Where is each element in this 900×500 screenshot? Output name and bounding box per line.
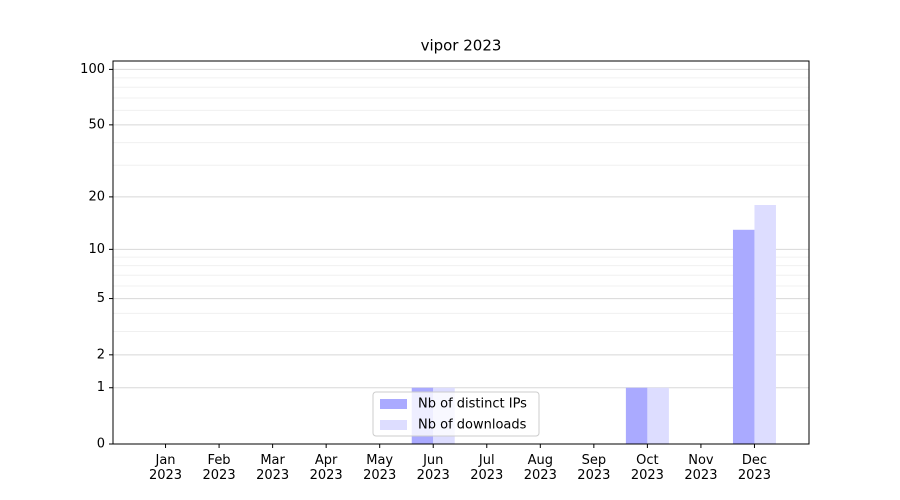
x-tick-label: Jan 2023	[148, 453, 183, 483]
y-tick-label: 5	[97, 291, 105, 306]
x-tick-label: May 2023	[363, 453, 397, 483]
chart-title: vipor 2023	[421, 37, 502, 55]
y-tick-label: 1	[97, 380, 105, 395]
x-tick-label: Dec 2023	[737, 453, 771, 483]
bar	[647, 387, 669, 444]
bar	[754, 205, 776, 444]
x-tick-label: Jul 2023	[470, 453, 504, 483]
x-tick-label: Sep 2023	[577, 453, 611, 483]
legend-swatch	[380, 399, 407, 409]
x-tick-label: Apr 2023	[309, 453, 343, 483]
legend-label: Nb of downloads	[418, 418, 527, 433]
x-tick-label: Nov 2023	[684, 453, 718, 483]
plot-frame	[112, 60, 810, 445]
x-tick-label: Mar 2023	[256, 453, 290, 483]
legend-box	[372, 391, 540, 437]
y-tick-label: 20	[88, 189, 105, 204]
y-tick-label: 100	[80, 62, 105, 77]
legend-swatch	[380, 420, 407, 430]
x-tick-label: Jun 2023	[416, 453, 450, 483]
y-tick-label: 10	[88, 242, 105, 257]
y-tick-label: 2	[97, 347, 105, 362]
x-tick-label: Oct 2023	[630, 453, 664, 483]
bar	[625, 387, 648, 444]
x-tick-label: Feb 2023	[202, 453, 236, 483]
legend-label: Nb of distinct IPs	[418, 397, 527, 412]
y-tick-label: 0	[97, 437, 105, 452]
x-tick-label: Aug 2023	[523, 453, 557, 483]
y-tick-label: 50	[88, 117, 105, 132]
bar	[732, 229, 755, 444]
